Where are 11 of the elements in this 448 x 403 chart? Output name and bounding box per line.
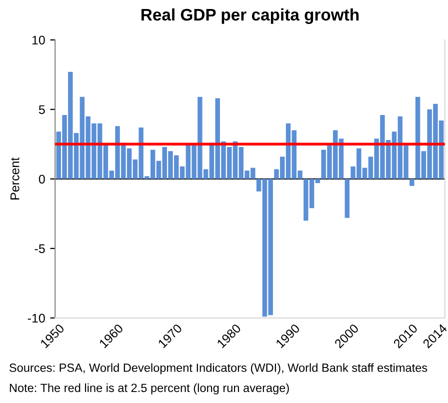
chart-title: Real GDP per capita growth <box>142 8 359 24</box>
y-tick-label: -10 <box>28 314 45 323</box>
y-tick-label: 10 <box>32 36 45 45</box>
bar <box>410 178 414 186</box>
y-tick-label: -5 <box>34 244 45 254</box>
y-axis-title: Percent <box>10 157 20 200</box>
text: Note: The red line is at 2.5 percent (long run average) <box>10 383 289 394</box>
y-tick-label: 5 <box>38 105 45 114</box>
source-note: Sources: PSA, World Development Indicators (WDI), World Bank staff estimates <box>9 363 428 374</box>
bar <box>344 178 350 218</box>
y-tick-label: 0 <box>38 174 45 184</box>
